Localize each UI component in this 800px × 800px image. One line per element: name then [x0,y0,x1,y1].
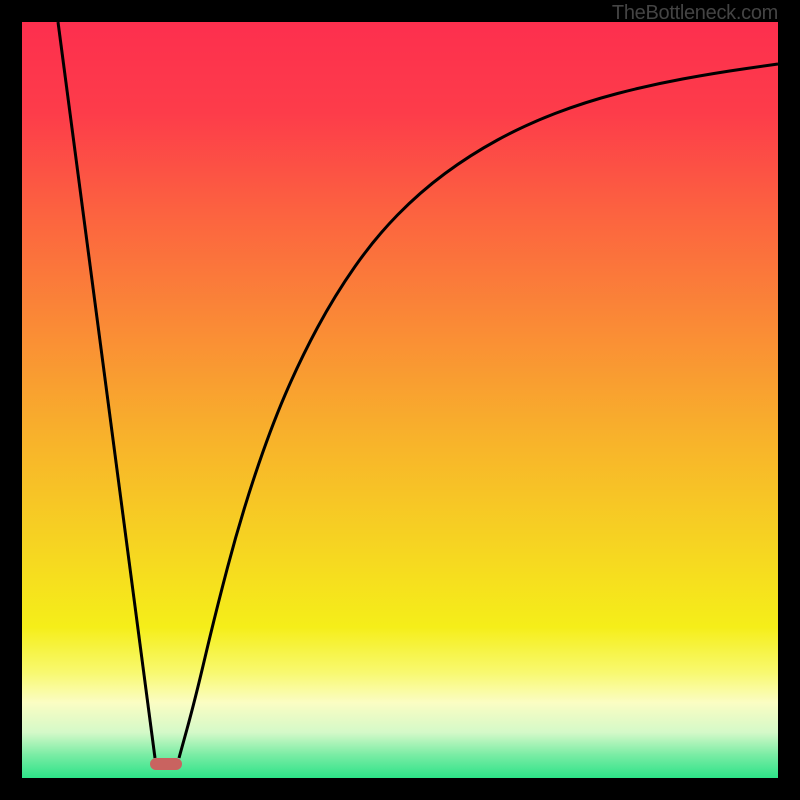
chart-background [22,22,778,778]
watermark-text: TheBottleneck.com [612,2,778,25]
chart-container: TheBottleneck.com [0,0,800,800]
marker-pill [150,758,182,770]
gradient-curve-chart [0,0,800,800]
